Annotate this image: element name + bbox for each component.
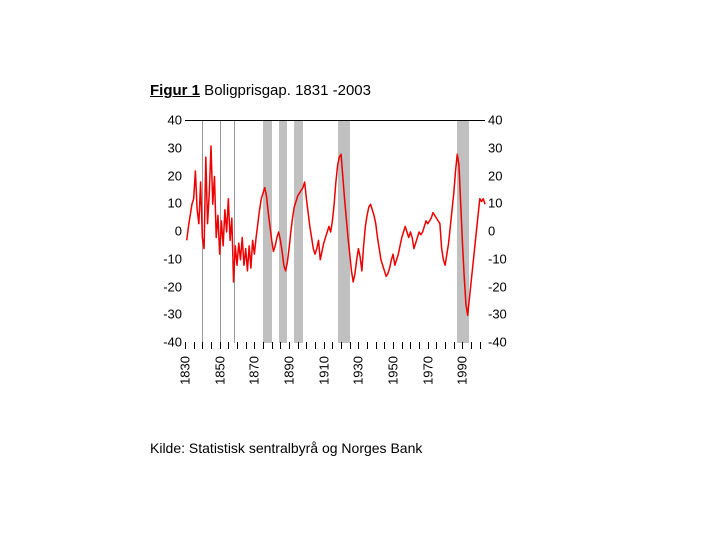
figure-title-prefix: Figur 1 [150, 82, 200, 99]
x-axis-ticks [185, 342, 485, 352]
y-tick-label: 30 [150, 141, 182, 154]
x-tick [480, 342, 481, 349]
x-tick [211, 342, 212, 349]
x-tick [298, 342, 299, 349]
x-axis-labels: 183018501870189019101930195019701990 [185, 356, 485, 406]
x-tick [445, 342, 446, 349]
figure-title: Figur 1 Boligprisgap. 1831 -2003 [150, 82, 371, 99]
x-tick [202, 342, 203, 349]
figure-source: Kilde: Statistisk sentralbyrå og Norges … [150, 440, 422, 456]
y-tick-label: 40 [150, 114, 182, 127]
figure-title-rest: Boligprisgap. 1831 -2003 [200, 82, 371, 99]
x-tick [410, 342, 411, 349]
y-tick-label: 30 [488, 141, 520, 154]
x-tick [471, 342, 472, 349]
y-tick-label: -40 [150, 336, 182, 349]
x-tick [272, 342, 273, 349]
x-tick [246, 342, 247, 349]
x-tick [384, 342, 385, 349]
x-tick [237, 342, 238, 349]
y-axis-right-labels: 403020100-10-20-30-40 [485, 120, 520, 342]
line-series [185, 121, 485, 343]
x-tick [332, 342, 333, 349]
x-tick [228, 342, 229, 349]
x-tick [254, 342, 255, 349]
chart: 40 30 20 10 0 -10 -20 -30 -40 40 30 20 10 0 -10 -20 -30… [150, 112, 520, 402]
y-axis-left-labels: 403020100-10-20-30-40 [150, 120, 185, 342]
x-tick [289, 342, 290, 349]
y-tick-label: -10 [150, 252, 182, 265]
x-tick [393, 342, 394, 349]
x-tick-label: 1870 [247, 356, 262, 385]
y-tick-label: 40 [488, 114, 520, 127]
y-tick-label: -20 [488, 280, 520, 293]
y-tick-label: -10 [488, 252, 520, 265]
x-tick [350, 342, 351, 349]
x-tick-label: 1950 [386, 356, 401, 385]
y-tick-label: 0 [150, 225, 182, 238]
y-tick-label: 20 [150, 169, 182, 182]
x-tick [315, 342, 316, 349]
x-tick [436, 342, 437, 349]
y-tick-label: -40 [488, 336, 520, 349]
x-tick-label: 1890 [282, 356, 297, 385]
x-tick [419, 342, 420, 349]
page: Figur 1 Boligprisgap. 1831 -2003 40 30 20 1… [0, 0, 720, 540]
x-tick [341, 342, 342, 349]
x-tick [280, 342, 281, 349]
x-tick [220, 342, 221, 349]
x-tick [462, 342, 463, 349]
x-tick [263, 342, 264, 349]
y-tick-label: -20 [150, 280, 182, 293]
x-tick-label: 1930 [351, 356, 366, 385]
x-tick [324, 342, 325, 349]
plot-area [185, 120, 485, 343]
y-tick-label: 0 [488, 225, 520, 238]
x-tick [402, 342, 403, 349]
x-tick-label: 1850 [212, 356, 227, 385]
x-tick [194, 342, 195, 349]
y-tick-label: -30 [488, 308, 520, 321]
y-tick-label: 20 [488, 169, 520, 182]
x-tick-label: 1910 [316, 356, 331, 385]
x-tick [454, 342, 455, 349]
y-tick-label: 10 [488, 197, 520, 210]
x-tick [376, 342, 377, 349]
x-tick-label: 1990 [455, 356, 470, 385]
x-tick [358, 342, 359, 349]
y-tick-label: -30 [150, 308, 182, 321]
x-tick-label: 1970 [420, 356, 435, 385]
x-tick-label: 1830 [178, 356, 193, 385]
x-tick [185, 342, 186, 349]
x-tick [306, 342, 307, 349]
y-tick-label: 10 [150, 197, 182, 210]
x-tick [428, 342, 429, 349]
x-tick [367, 342, 368, 349]
